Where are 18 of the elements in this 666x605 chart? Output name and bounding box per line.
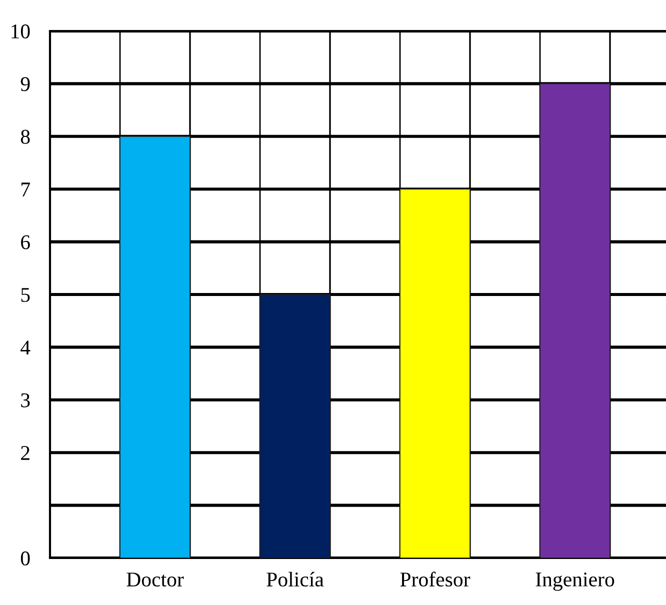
y-tick-label: 5: [21, 288, 30, 302]
x-tick-label: Ingeniero: [536, 572, 614, 591]
y-tick-label: 9: [20, 77, 30, 92]
y-tick-label: 10: [12, 24, 30, 38]
x-tick-label: Profesor: [400, 572, 470, 587]
bar: [540, 83, 610, 558]
y-tick-label: 6: [21, 235, 30, 250]
x-tick-label: Policía: [266, 572, 324, 587]
y-tick-label: 7: [22, 182, 30, 196]
y-tick-label: 3: [21, 393, 30, 408]
bar: [260, 294, 330, 558]
y-tick-label: 2: [21, 446, 30, 460]
y-tick-label: 8: [20, 130, 30, 144]
bar: [400, 188, 470, 558]
bar: [120, 136, 190, 558]
y-tick-label: 4: [20, 340, 30, 354]
x-tick-label: Doctor: [126, 572, 184, 587]
y-tick-label: 0: [20, 551, 30, 566]
